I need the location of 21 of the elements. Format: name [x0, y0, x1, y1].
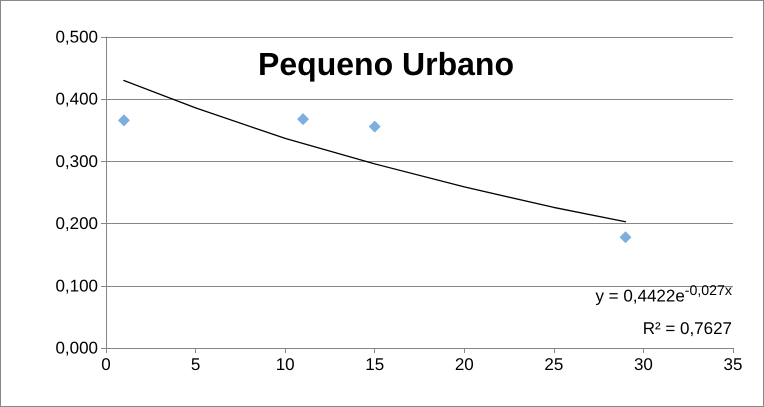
point	[620, 231, 632, 244]
chart-title: Pequeno Urbano	[258, 46, 514, 82]
annotation: R² = 0,7627	[642, 318, 732, 340]
x-tick-label: 0	[101, 355, 111, 374]
x-tick-label: 5	[190, 355, 200, 374]
x-tick-label: 15	[365, 355, 384, 374]
point	[118, 114, 130, 126]
y-tick-label: 0,500	[55, 28, 98, 46]
y-tick-label: 0,100	[55, 276, 98, 296]
annotation: y = 0,4422e$^{-0,027x}$	[595, 282, 732, 308]
y-tick-label: 0,200	[55, 214, 98, 234]
x-tick-label: 20	[454, 355, 474, 374]
y-tick-label: 0,300	[55, 152, 98, 171]
point	[297, 113, 310, 126]
x-tick-label: 30	[634, 355, 653, 374]
y-tick-label: 0,000	[55, 338, 98, 358]
x-tick-label: 25	[544, 355, 564, 374]
x-tick-label: 35	[724, 355, 742, 374]
y-tick-label: 0,400	[55, 90, 98, 109]
point	[368, 120, 381, 133]
x-tick-label: 10	[276, 355, 295, 374]
